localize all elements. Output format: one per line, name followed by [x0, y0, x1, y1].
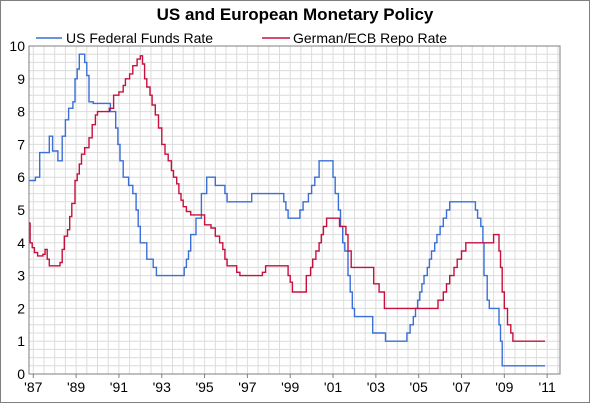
x-tick-label: '91	[110, 379, 128, 395]
plot-area	[28, 45, 561, 375]
chart-title: US and European Monetary Policy	[157, 5, 434, 24]
y-tick-label: 7	[17, 136, 25, 152]
x-tick-label: '87	[24, 379, 42, 395]
x-tick-label: '97	[238, 379, 256, 395]
grid	[29, 45, 560, 375]
y-tick-label: 1	[17, 333, 25, 349]
x-tick-label: '89	[67, 379, 85, 395]
legend: US Federal Funds Rate German/ECB Repo Ra…	[36, 30, 447, 46]
x-tick-label: '07	[452, 379, 470, 395]
x-axis: '87 '89 '91 '93 '95 '97 '99 '01 '03 '05 '07 '09 '11	[24, 374, 556, 395]
x-tick-label: '95	[195, 379, 213, 395]
x-tick-label: '01	[324, 379, 342, 395]
y-tick-label: 2	[17, 300, 25, 316]
legend-label-german-ecb-repo-rate: German/ECB Repo Rate	[293, 30, 447, 46]
series-lines	[29, 53, 545, 367]
y-tick-label: 3	[17, 268, 25, 284]
x-tick-label: '03	[367, 379, 385, 395]
legend-label-us-federal-funds-rate: US Federal Funds Rate	[66, 30, 213, 46]
y-tick-label: 9	[17, 71, 25, 87]
y-tick-label: 8	[17, 104, 25, 120]
y-tick-label: 4	[17, 235, 25, 251]
y-tick-label: 10	[9, 38, 25, 54]
x-tick-label: '05	[410, 379, 428, 395]
y-tick-label: 0	[17, 366, 25, 382]
x-tick-label: '93	[153, 379, 171, 395]
y-tick-label: 5	[17, 202, 25, 218]
x-tick-label: '09	[495, 379, 513, 395]
x-tick-label: '11	[539, 379, 556, 395]
series-line-us-federal-funds-rate	[29, 53, 545, 367]
y-tick-label: 6	[17, 169, 25, 185]
y-axis: 0 1 2 3 4 5 6 7 8 9 10	[9, 38, 25, 382]
series-line-german-ecb-repo-rate	[29, 55, 545, 342]
x-tick-label: '99	[281, 379, 299, 395]
